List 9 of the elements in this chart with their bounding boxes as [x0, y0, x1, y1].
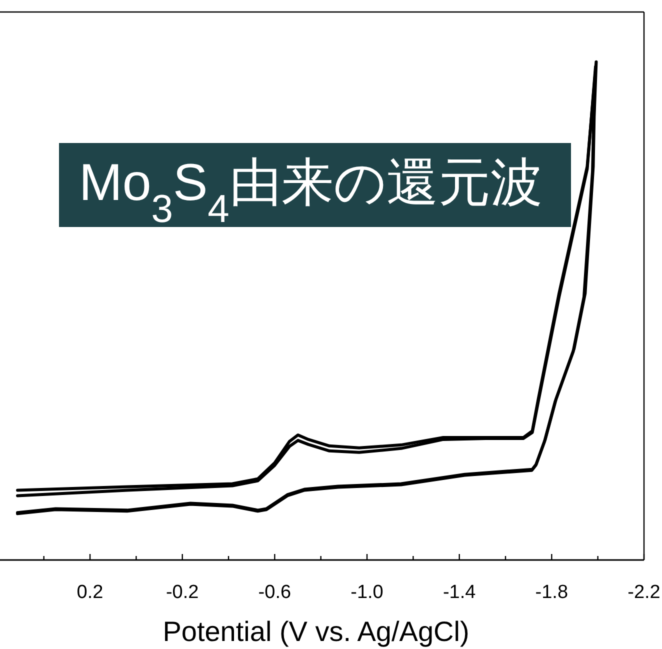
annotation: Mo$_{3}$S$_{4}$由来の還元波 [79, 154, 542, 230]
x-tick-label: -0.2 [166, 582, 199, 603]
x-tick-label: -0.6 [258, 582, 292, 603]
x-tick-label: -2.2 [628, 582, 660, 603]
x-tick-label: -1.0 [350, 582, 384, 603]
x-tick-label: 0.2 [76, 582, 104, 603]
x-tick-label: -1.8 [535, 582, 568, 603]
x-axis-title: Potential (V vs. Ag/AgCl) [162, 616, 470, 647]
x-tick-label: -1.4 [442, 582, 476, 603]
